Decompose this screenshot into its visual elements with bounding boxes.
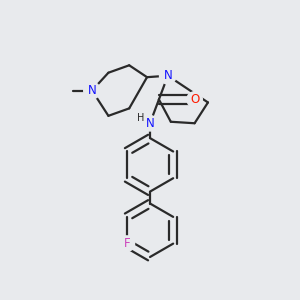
Text: F: F: [124, 237, 130, 250]
Text: H: H: [137, 113, 145, 123]
Circle shape: [142, 116, 158, 131]
Circle shape: [160, 68, 176, 84]
Circle shape: [187, 92, 202, 107]
Text: N: N: [146, 117, 154, 130]
Circle shape: [84, 82, 100, 99]
Text: N: N: [88, 84, 96, 97]
Circle shape: [119, 236, 135, 251]
Text: O: O: [190, 93, 199, 106]
Text: N: N: [164, 69, 172, 82]
